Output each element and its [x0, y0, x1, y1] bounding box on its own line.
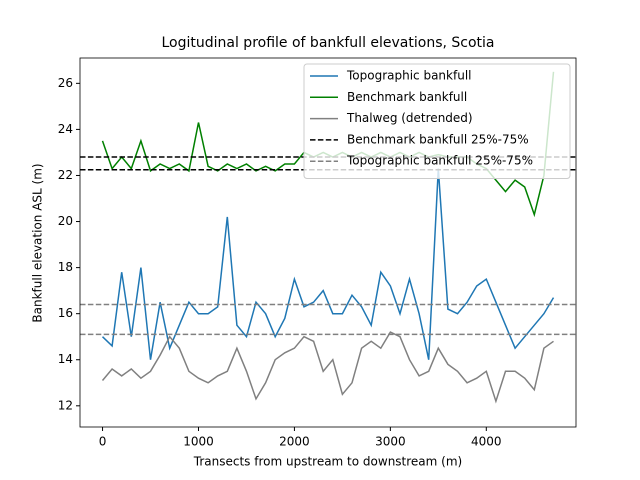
- legend-label: Topographic bankfull: [346, 69, 472, 83]
- legend-label: Benchmark bankfull 25%-75%: [347, 132, 529, 146]
- axes-frame: [79, 57, 577, 428]
- legend-label: Topographic bankfull 25%-75%: [346, 154, 533, 168]
- legend-label: Benchmark bankfull: [347, 90, 467, 104]
- legend-label: Thalweg (detrended): [346, 111, 473, 125]
- data-line: [101, 168, 555, 360]
- y-tick-label: 24: [58, 122, 73, 136]
- x-tick-label: 3000: [375, 435, 406, 449]
- data-line: [101, 331, 554, 404]
- y-tick-label: 12: [58, 398, 73, 412]
- y-tick-label: 22: [58, 168, 73, 182]
- y-tick-label: 20: [58, 214, 73, 228]
- legend-box: [303, 63, 571, 179]
- x-tick-label: 1000: [183, 435, 214, 449]
- y-tick-label: 14: [58, 352, 73, 366]
- y-tick-label: 16: [58, 306, 73, 320]
- x-tick-label: 4000: [471, 435, 502, 449]
- x-tick-label: 2000: [279, 435, 310, 449]
- x-axis-label: Transects from upstream to downstream (m…: [193, 455, 462, 469]
- y-axis-label: Bankfull elevation ASL (m): [31, 163, 45, 322]
- chart-title: Logitudinal profile of bankfull elevatio…: [161, 35, 494, 51]
- y-tick-label: 26: [58, 76, 73, 90]
- y-tick-label: 18: [58, 260, 73, 274]
- x-tick-label: 0: [99, 435, 107, 449]
